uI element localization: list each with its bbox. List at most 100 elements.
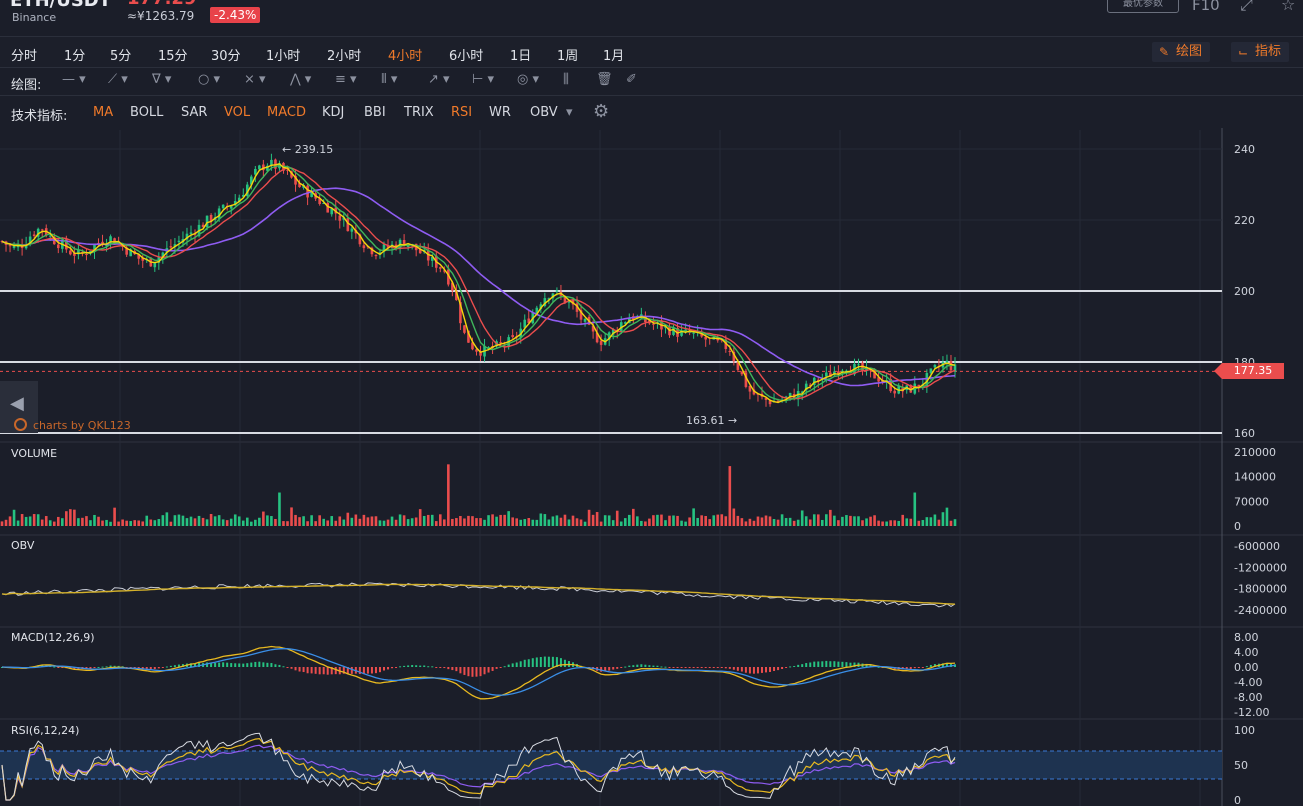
volume-bar bbox=[410, 518, 414, 526]
candle-body bbox=[270, 159, 273, 166]
timeframe-6[interactable]: 2小时 bbox=[327, 49, 362, 64]
volume-bar bbox=[511, 517, 514, 526]
volume-bar bbox=[459, 516, 462, 526]
macd-hist-bar bbox=[527, 659, 530, 667]
volume-bar bbox=[386, 519, 390, 526]
timeframe-0[interactable]: 分时 bbox=[11, 49, 38, 64]
parallel-tool-icon[interactable]: ⦀ ▾ bbox=[381, 72, 398, 87]
draw-button[interactable]: ✎ 绘图 bbox=[1152, 42, 1211, 62]
indicator-boll[interactable]: BOLL bbox=[130, 105, 164, 120]
circle-tool-icon[interactable]: ○ ▾ bbox=[198, 72, 221, 87]
volume-bar bbox=[362, 514, 366, 526]
cross-tool-icon[interactable]: ⨯ ▾ bbox=[244, 72, 266, 87]
volume-bar bbox=[499, 514, 502, 526]
candle-tool-icon[interactable]: ⫼ bbox=[563, 72, 569, 87]
timeframe-4[interactable]: 30分 bbox=[211, 49, 241, 64]
indicator-vol[interactable]: VOL bbox=[224, 105, 251, 120]
timeframe-7[interactable]: 4小时 bbox=[388, 49, 423, 64]
volume-bar bbox=[837, 520, 840, 526]
timeframe-11[interactable]: 1月 bbox=[603, 49, 625, 64]
watermark: charts by QKL123 bbox=[14, 418, 131, 432]
macd-hist-bar bbox=[913, 667, 916, 669]
eraser-icon[interactable]: ✐ bbox=[626, 72, 637, 87]
macd-hist-bar bbox=[278, 664, 281, 667]
line-tool-icon[interactable]: — ▾ bbox=[62, 72, 86, 87]
macd-hist-bar bbox=[290, 667, 293, 669]
indicator-rsi[interactable]: RSI bbox=[451, 105, 473, 120]
indicator-sar[interactable]: SAR bbox=[181, 105, 208, 120]
volume-bar bbox=[12, 509, 16, 526]
price-tick-label: 160 bbox=[1234, 427, 1255, 440]
obv-dropdown-chevron-icon[interactable]: ▾ bbox=[566, 105, 573, 120]
macd-hist-bar bbox=[551, 656, 554, 667]
timeframe-3[interactable]: 15分 bbox=[158, 49, 188, 64]
expand-icon[interactable]: ⤢ bbox=[1240, 0, 1253, 14]
arrow-tool-icon[interactable]: ↗ ▾ bbox=[428, 72, 450, 87]
macd-hist-bar bbox=[73, 667, 76, 670]
star-icon[interactable]: ☆ bbox=[1281, 0, 1296, 14]
pen-tool-icon[interactable]: ⟋ ▾ bbox=[108, 72, 128, 87]
f10-button[interactable]: F10 bbox=[1192, 0, 1220, 14]
volume-bar bbox=[535, 519, 539, 526]
volume-bar bbox=[495, 516, 498, 526]
timeframe-1[interactable]: 1分 bbox=[64, 49, 86, 64]
candle-body bbox=[499, 342, 502, 344]
indicator-bbi[interactable]: BBI bbox=[364, 105, 386, 120]
indicator-macd[interactable]: MACD bbox=[267, 105, 306, 120]
volume-bar bbox=[676, 515, 679, 526]
volume-bar bbox=[455, 518, 458, 526]
macd-hist-bar bbox=[226, 662, 229, 667]
volume-bar bbox=[322, 518, 325, 526]
volume-bar bbox=[117, 521, 120, 526]
obv-tick-label: -2400000 bbox=[1234, 604, 1287, 617]
indicator-trix[interactable]: TRIX bbox=[404, 105, 434, 120]
ray-tool-icon[interactable]: ∇ ▾ bbox=[152, 72, 172, 87]
macd-tick-label: -8.00 bbox=[1234, 691, 1262, 704]
macd-hist-bar bbox=[358, 667, 361, 675]
candle-body bbox=[816, 379, 820, 382]
macd-hist-bar bbox=[218, 662, 221, 667]
optimal-params-button[interactable]: 最优参数 bbox=[1107, 0, 1179, 13]
measure-tool-icon[interactable]: ⊢ ▾ bbox=[472, 72, 494, 87]
macd-hist-bar bbox=[89, 667, 92, 669]
volume-bar bbox=[414, 517, 418, 526]
gear-icon[interactable]: ⚙ bbox=[593, 101, 610, 122]
volume-bar bbox=[36, 514, 40, 526]
indicators-button[interactable]: ⌙ 指标 bbox=[1231, 42, 1290, 62]
macd-hist-bar bbox=[391, 667, 394, 669]
indicator-obv[interactable]: OBV bbox=[530, 105, 558, 120]
indicator-kdj[interactable]: KDJ bbox=[322, 105, 345, 120]
volume-bar bbox=[696, 517, 699, 526]
candle-body bbox=[768, 400, 772, 405]
timeframe-9[interactable]: 1日 bbox=[510, 49, 532, 64]
candle-body bbox=[893, 390, 896, 394]
timeframe-2[interactable]: 5分 bbox=[110, 49, 132, 64]
volume-bar bbox=[708, 519, 712, 526]
candle-body bbox=[539, 304, 543, 310]
volume-bar bbox=[250, 521, 253, 526]
timeframe-10[interactable]: 1周 bbox=[557, 49, 579, 64]
candle-body bbox=[672, 327, 675, 335]
indicator-ma[interactable]: MA bbox=[93, 105, 114, 120]
timeframe-5[interactable]: 1小时 bbox=[266, 49, 301, 64]
macd-hist-bar bbox=[246, 663, 249, 667]
timeframe-8[interactable]: 6小时 bbox=[449, 49, 484, 64]
volume-bar bbox=[217, 515, 221, 526]
text-tool-icon[interactable]: ◎ ▾ bbox=[517, 72, 540, 87]
volume-bar bbox=[157, 519, 161, 526]
candle-body bbox=[48, 235, 52, 237]
macd-hist-bar bbox=[427, 666, 430, 668]
trash-icon[interactable]: 🗑 bbox=[596, 72, 613, 87]
volume-bar bbox=[881, 521, 884, 526]
candle-body bbox=[40, 229, 44, 231]
macd-hist-bar bbox=[608, 667, 611, 671]
volume-bar bbox=[945, 507, 949, 526]
volume-bar bbox=[877, 520, 880, 526]
macd-hist-bar bbox=[198, 662, 201, 667]
pattern-tool-icon[interactable]: ⋀ ▾ bbox=[290, 72, 312, 87]
volume-bar bbox=[326, 520, 330, 526]
indicator-wr[interactable]: WR bbox=[489, 105, 511, 120]
fib-tool-icon[interactable]: ≡ ▾ bbox=[335, 72, 357, 87]
candle-body bbox=[294, 175, 297, 185]
